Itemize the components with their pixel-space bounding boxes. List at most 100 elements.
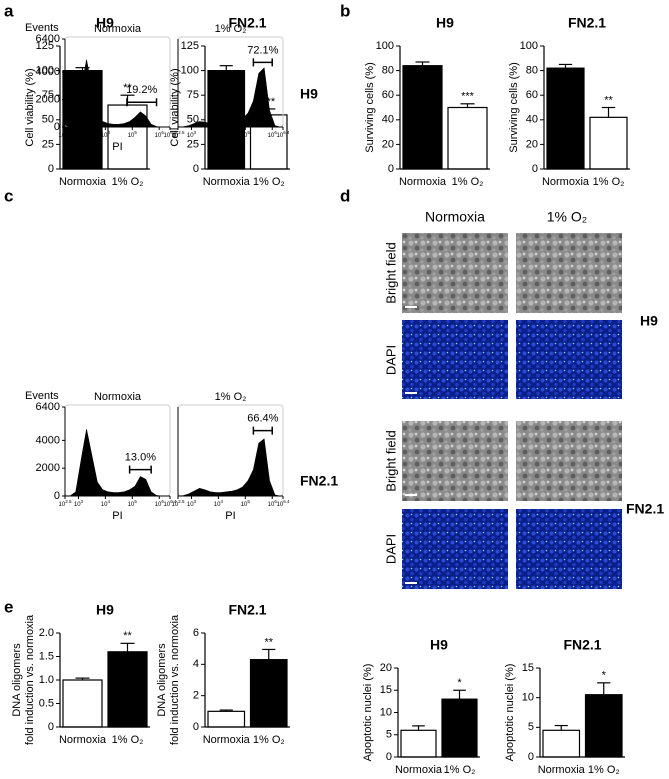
tick-exponent: 3 xyxy=(194,499,197,504)
tick-base: 10 xyxy=(164,133,171,139)
group-label: H9 xyxy=(640,313,658,329)
x-tick-label: 1% O₂ xyxy=(452,176,484,188)
y-tick-label: 0 xyxy=(54,121,60,133)
tick-exponent: 6.4 xyxy=(170,130,177,135)
tick-base: 10 xyxy=(164,502,171,508)
significance: ** xyxy=(604,94,613,106)
x-tick-label: 102.5 xyxy=(172,130,185,138)
tick-exponent: 2.5 xyxy=(178,130,185,135)
chart-title: 1% O₂ xyxy=(215,23,247,35)
x-tick-label: 106 xyxy=(268,130,278,138)
y-tick-label: 10 xyxy=(522,692,534,704)
micrograph xyxy=(402,509,508,589)
tick-base: 10 xyxy=(128,502,135,508)
y-tick-label: 4000 xyxy=(36,434,60,446)
x-tick-label: 1% O₂ xyxy=(112,734,144,746)
x-tick-label: 105 xyxy=(241,130,251,138)
x-tick-label: 106 xyxy=(155,130,165,138)
tick-exponent: 4 xyxy=(107,499,110,504)
bar xyxy=(447,106,488,170)
y-tick-label: 2000 xyxy=(36,93,60,105)
tick-exponent: 6.4 xyxy=(283,130,290,135)
x-tick-label: 1% O₂ xyxy=(588,764,620,776)
x-tick-label: 105 xyxy=(241,499,251,507)
row-label: DAPI xyxy=(383,345,398,375)
y-axis-label: DNA oligomers xyxy=(11,643,23,717)
y-tick-label: 5 xyxy=(386,729,392,741)
tick-base: 10 xyxy=(214,133,221,139)
y-tick-label: 50 xyxy=(42,114,54,126)
significance: ** xyxy=(123,82,132,94)
x-tick-label: 103 xyxy=(74,130,84,138)
y-axis-label: fold induction vs. normoxia xyxy=(24,614,36,745)
y-tick-label: 20 xyxy=(382,138,394,150)
x-tick-label: Normoxia xyxy=(538,764,586,776)
y-tick-label: 20 xyxy=(380,662,392,674)
y-tick-label: 80 xyxy=(382,65,394,77)
tick-base: 10 xyxy=(268,502,275,508)
x-tick-label: 1% O₂ xyxy=(253,176,285,188)
row-label: Bright field xyxy=(383,242,398,303)
chart-title: H9 xyxy=(430,637,448,653)
y-tick-label: 1.5 xyxy=(39,650,54,662)
y-tick-label: 25 xyxy=(42,138,54,150)
chart-title: FN2.1 xyxy=(568,15,606,31)
micrograph xyxy=(516,320,622,399)
gate-label: 13.0% xyxy=(125,451,156,463)
tick-exponent: 4 xyxy=(220,499,223,504)
y-axis-label: Surviving cells (%) xyxy=(508,62,520,152)
y-axis-label: Apoptotic nuclei (%) xyxy=(362,664,374,762)
tick-base: 10 xyxy=(128,133,135,139)
chart-title: Normoxia xyxy=(94,23,142,35)
y-tick-label: 15 xyxy=(380,684,392,696)
y-axis-label: Cell viability (%) xyxy=(24,68,36,146)
tick-exponent: 6 xyxy=(161,130,164,135)
y-tick-label: 40 xyxy=(382,114,394,126)
tick-base: 10 xyxy=(214,502,221,508)
tick-base: 10 xyxy=(241,502,248,508)
panel-label: e xyxy=(4,597,13,616)
y-tick-label: 0 xyxy=(48,721,54,733)
tick-exponent: 6.4 xyxy=(283,499,290,504)
bar xyxy=(207,710,246,728)
tick-exponent: 2.5 xyxy=(178,499,185,504)
tick-base: 10 xyxy=(268,133,275,139)
x-tick-label: 1% O₂ xyxy=(593,176,625,188)
x-tick-label: 105 xyxy=(128,499,138,507)
y-tick-label: 4000 xyxy=(36,66,60,78)
micrograph xyxy=(516,421,622,501)
x-tick-label: Normoxia xyxy=(542,176,590,188)
x-tick-label: 106.4 xyxy=(277,130,290,138)
y-tick-label: 80 xyxy=(526,65,538,77)
x-axis-label: PI xyxy=(112,141,122,153)
y-tick-label: 4 xyxy=(193,658,199,670)
x-tick-label: 104 xyxy=(214,130,224,138)
y-tick-label: 0 xyxy=(193,721,199,733)
group-label: FN2.1 xyxy=(626,501,664,517)
tick-exponent: 4 xyxy=(220,130,223,135)
y-tick-label: 60 xyxy=(526,89,538,101)
chart-title: FN2.1 xyxy=(228,15,266,31)
tick-base: 10 xyxy=(74,133,81,139)
tick-base: 10 xyxy=(241,133,248,139)
chart-title: H9 xyxy=(436,15,454,31)
x-axis-label: PI xyxy=(225,141,235,153)
micrograph xyxy=(402,320,508,399)
tick-base: 10 xyxy=(59,133,66,139)
x-tick-label: 102.5 xyxy=(59,130,72,138)
tick-base: 10 xyxy=(187,133,194,139)
y-tick-label: 125 xyxy=(36,40,54,52)
panel-label: d xyxy=(340,186,350,205)
x-tick-label: 106 xyxy=(268,499,278,507)
chart-title: 1% O₂ xyxy=(215,391,247,403)
tick-exponent: 2.5 xyxy=(65,499,72,504)
y-axis-label: Events xyxy=(25,22,59,34)
y-tick-label: 100 xyxy=(36,65,54,77)
gate-label: 66.4% xyxy=(247,413,278,425)
tick-base: 10 xyxy=(101,502,108,508)
histogram xyxy=(177,67,283,128)
significance: ** xyxy=(123,630,132,642)
y-tick-label: 2 xyxy=(193,690,199,702)
chart-title: Normoxia xyxy=(94,391,142,403)
tick-base: 10 xyxy=(172,133,179,139)
